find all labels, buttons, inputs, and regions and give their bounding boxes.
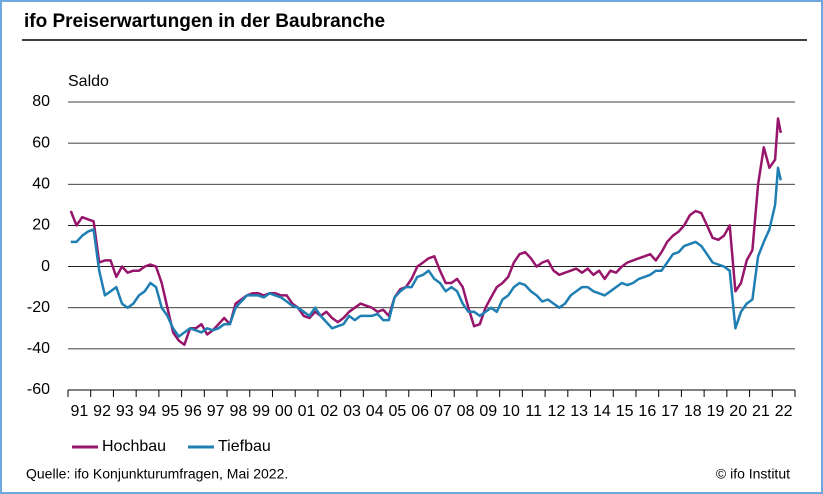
x-tick-label: 11 bbox=[525, 403, 542, 420]
x-tick-label: 91 bbox=[70, 403, 88, 420]
x-tick-label: 00 bbox=[275, 403, 293, 420]
x-tick-label: 15 bbox=[616, 403, 634, 420]
y-tick-label: 40 bbox=[32, 176, 50, 193]
x-tick-label: 19 bbox=[707, 403, 725, 420]
legend-label: Hochbau bbox=[102, 438, 166, 455]
x-tick-label: 17 bbox=[661, 403, 679, 420]
y-tick-label: 80 bbox=[32, 93, 50, 110]
x-tick-label: 18 bbox=[684, 403, 702, 420]
y-tick-label: -20 bbox=[27, 299, 50, 316]
x-tick-label: 02 bbox=[320, 403, 338, 420]
x-tick-label: 20 bbox=[729, 403, 747, 420]
x-tick-label: 14 bbox=[593, 403, 611, 420]
y-tick-label: -40 bbox=[27, 340, 50, 357]
x-tick-label: 99 bbox=[252, 403, 270, 420]
source: Quelle: ifo Konjunkturumfragen, Mai 2022… bbox=[26, 466, 288, 482]
x-tick-label: 92 bbox=[93, 403, 111, 420]
x-tick-label: 96 bbox=[184, 403, 202, 420]
x-tick-label: 13 bbox=[570, 403, 588, 420]
line-series bbox=[70, 166, 783, 338]
x-tick-label: 22 bbox=[775, 403, 793, 420]
y-tick-label: 0 bbox=[41, 258, 50, 275]
x-tick-label: 06 bbox=[411, 403, 429, 420]
y-axis-label: Saldo bbox=[68, 73, 109, 90]
x-tick-label: 12 bbox=[548, 403, 566, 420]
y-tick-label: -60 bbox=[27, 381, 50, 398]
x-tick-label: 98 bbox=[229, 403, 247, 420]
y-tick-label: 20 bbox=[32, 217, 50, 234]
x-tick-label: 95 bbox=[161, 403, 179, 420]
credit: © ifo Institut bbox=[716, 466, 790, 482]
x-tick-label: 94 bbox=[139, 403, 157, 420]
legend-label: Tiefbau bbox=[218, 438, 271, 455]
x-tick-label: 97 bbox=[207, 403, 225, 420]
x-tick-label: 05 bbox=[389, 403, 407, 420]
x-tick-label: 93 bbox=[116, 403, 134, 420]
x-tick-label: 08 bbox=[457, 403, 475, 420]
x-tick-label: 03 bbox=[343, 403, 361, 420]
y-tick-label: 60 bbox=[32, 134, 50, 151]
x-tick-label: 07 bbox=[434, 403, 452, 420]
x-tick-label: 01 bbox=[298, 403, 316, 420]
chart-title: ifo Preiserwartungen in der Baubranche bbox=[24, 11, 385, 32]
x-tick-label: 21 bbox=[752, 403, 770, 420]
x-tick-label: 10 bbox=[502, 403, 520, 420]
x-tick-label: 04 bbox=[366, 403, 384, 420]
x-tick-label: 16 bbox=[638, 403, 656, 420]
x-tick-label: 09 bbox=[479, 403, 497, 420]
